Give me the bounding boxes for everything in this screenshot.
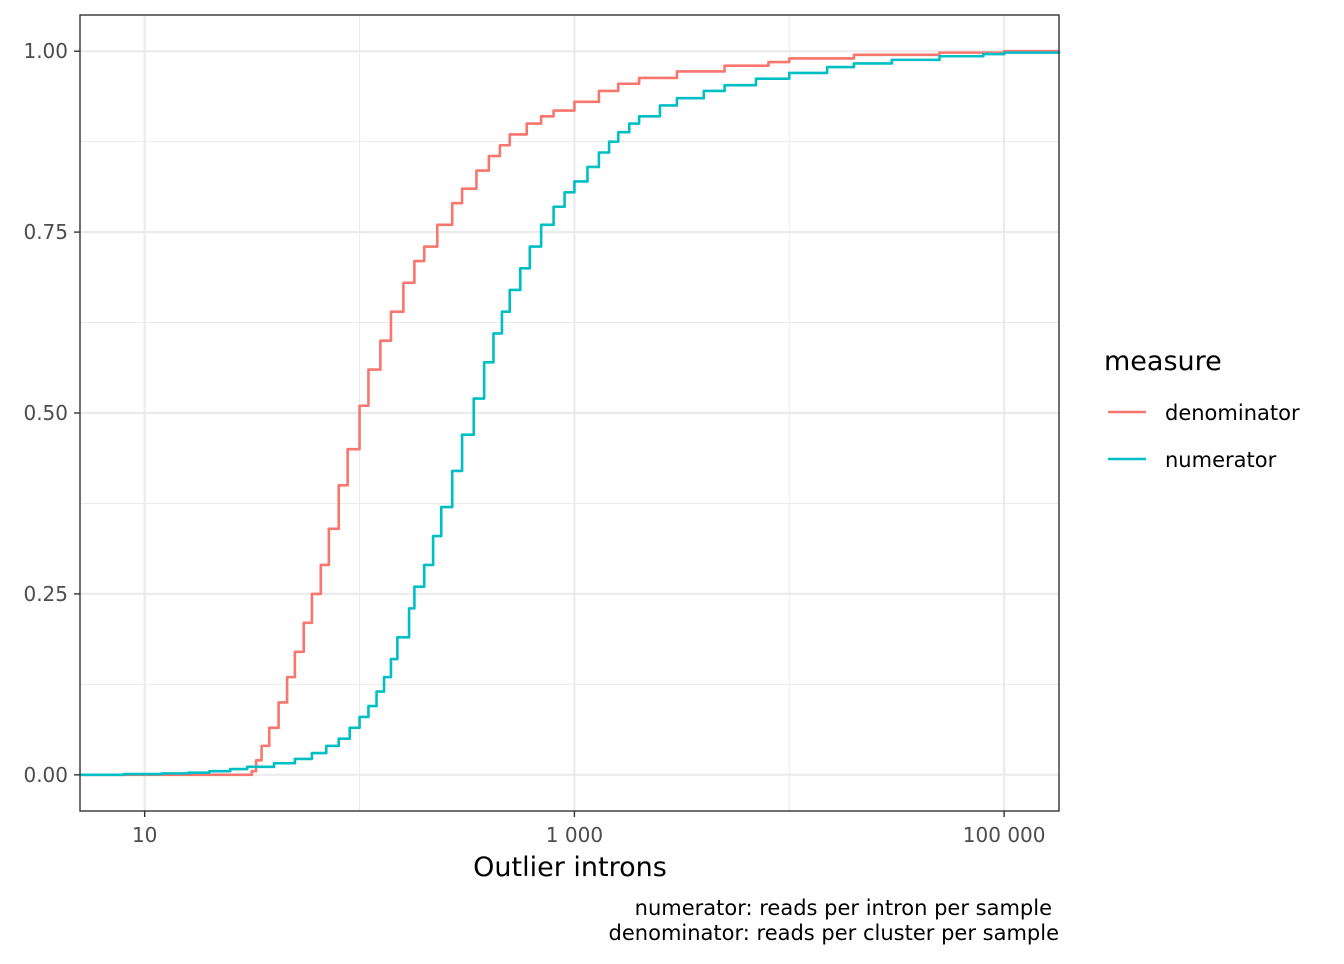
series-line-numerator [80,51,1061,777]
x-tick-label: 1 000 [546,823,603,847]
y-tick-label: 0.50 [23,401,68,425]
legend-items: denominator numerator [1108,401,1300,472]
series-lines [80,49,1061,777]
legend-label-denominator: denominator [1165,401,1300,425]
y-tick-label: 1.00 [23,39,68,63]
x-tick-label: 100 000 [963,823,1046,847]
x-tick-label: 10 [132,823,157,847]
caption: numerator: reads per intron per sample d… [609,896,1059,945]
axes: 0.00 0.25 0.50 0.75 1.00 10 1 000 100 000 [23,39,1045,847]
series-line-denominator [80,49,1059,777]
caption-line-2: denominator: reads per cluster per sampl… [609,921,1059,945]
legend-label-numerator: numerator [1165,448,1277,472]
grid [80,15,1059,811]
y-tick-label: 0.25 [23,582,68,606]
legend: measure denominator numerator [1104,346,1300,472]
x-axis-title: Outlier introns [473,852,667,883]
legend-title: measure [1104,346,1222,377]
y-tick-label: 0.75 [23,220,68,244]
caption-line-1: numerator: reads per intron per sample [635,896,1052,920]
y-tick-label: 0.00 [23,763,68,787]
